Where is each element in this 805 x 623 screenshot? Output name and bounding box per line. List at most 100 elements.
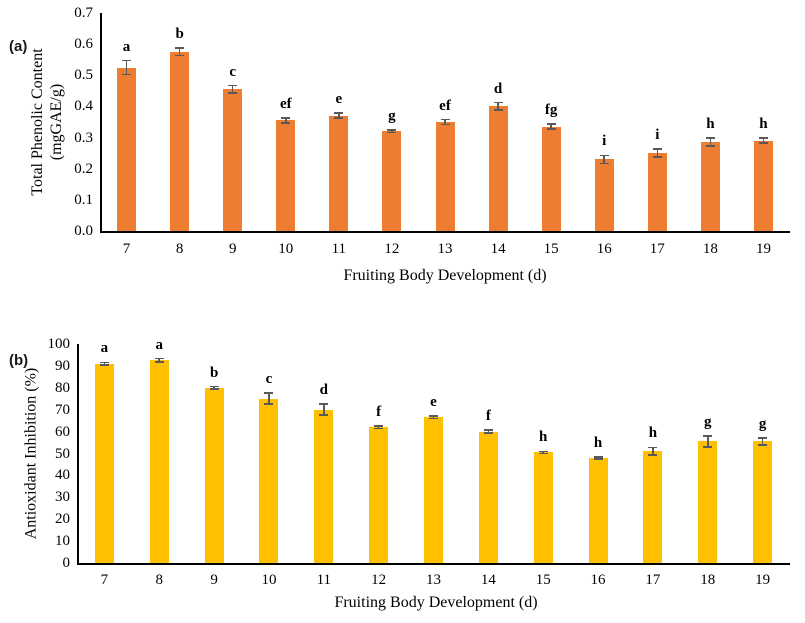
significance-letter-day-12: g bbox=[388, 108, 396, 125]
bar-day-19 bbox=[753, 140, 773, 231]
error-bar-cap-bottom bbox=[593, 458, 603, 460]
y-tick-label: 30 bbox=[55, 489, 70, 506]
x-tick-label-day-11: 11 bbox=[316, 572, 332, 588]
significance-letter-day-19: g bbox=[758, 416, 767, 433]
error-bar-cap-top bbox=[599, 154, 609, 157]
error-bar-cap-top bbox=[154, 357, 164, 360]
error-bar-cap-top bbox=[175, 47, 185, 49]
error-bar-line bbox=[231, 85, 234, 94]
significance-letter-day-15: fg bbox=[544, 102, 558, 119]
x-tick-label-day-9: 9 bbox=[228, 241, 237, 257]
significance-letter-day-17: i bbox=[655, 127, 660, 144]
panel-b-y-axis bbox=[77, 344, 79, 565]
y-tick-label: 70 bbox=[55, 401, 70, 418]
error-bar-line bbox=[432, 416, 435, 419]
error-bar-line bbox=[284, 117, 287, 123]
x-tick-label-day-10: 10 bbox=[278, 241, 294, 257]
bar-day-16 bbox=[594, 159, 614, 231]
significance-letter-day-14: d bbox=[493, 80, 503, 97]
error-bar-cap-bottom bbox=[281, 122, 291, 124]
significance-letter-day-10: ef bbox=[279, 95, 292, 112]
error-bar-cap-top bbox=[758, 437, 768, 439]
x-tick-label-day-15: 15 bbox=[543, 241, 559, 257]
error-bar-line bbox=[391, 130, 393, 133]
x-tick-label-day-7: 7 bbox=[100, 572, 109, 588]
error-bar-cap-bottom bbox=[122, 73, 132, 76]
x-tick-label-day-10: 10 bbox=[261, 572, 277, 588]
error-bar-cap-top bbox=[648, 446, 658, 449]
y-tick-label: 0.0 bbox=[74, 223, 93, 239]
x-tick-label-day-12: 12 bbox=[384, 241, 400, 257]
x-tick-label-day-18: 18 bbox=[702, 241, 718, 257]
significance-letter-day-14: f bbox=[485, 408, 491, 425]
x-tick-label-day-16: 16 bbox=[590, 572, 606, 588]
error-bar-line bbox=[761, 438, 764, 445]
error-bar-cap-bottom bbox=[387, 131, 397, 134]
error-bar-line bbox=[323, 404, 325, 416]
bar-day-18 bbox=[700, 142, 720, 231]
x-tick-label-day-19: 19 bbox=[755, 241, 771, 257]
bar-day-19 bbox=[753, 441, 773, 563]
error-bar-cap-bottom bbox=[429, 417, 438, 420]
x-tick-label-day-17: 17 bbox=[649, 241, 665, 257]
error-bar-cap-bottom bbox=[493, 109, 503, 111]
error-bar-cap-bottom bbox=[758, 142, 768, 144]
error-bar-line bbox=[158, 358, 161, 363]
panel-b-x-axis bbox=[77, 563, 790, 565]
bar-day-13 bbox=[424, 417, 443, 563]
bar-day-7 bbox=[117, 67, 137, 231]
error-bar-cap-bottom bbox=[758, 443, 768, 446]
error-bar-line bbox=[497, 102, 499, 111]
error-bar-cap-top bbox=[319, 403, 329, 406]
panel-b-label: (b) bbox=[9, 352, 29, 369]
bar-day-13 bbox=[435, 122, 455, 231]
error-bar-cap-top bbox=[705, 137, 715, 139]
x-tick-label-day-15: 15 bbox=[535, 572, 551, 588]
y-tick-label: 90 bbox=[55, 357, 70, 374]
bar-day-18 bbox=[698, 441, 718, 563]
x-tick-label-day-13: 13 bbox=[437, 241, 453, 257]
y-tick-label: 0.1 bbox=[74, 191, 93, 208]
error-bar-cap-bottom bbox=[538, 452, 548, 455]
significance-letter-day-15: h bbox=[539, 429, 548, 446]
error-bar-cap-bottom bbox=[228, 92, 238, 94]
bar-day-9 bbox=[223, 89, 243, 231]
error-bar-cap-bottom bbox=[175, 54, 185, 57]
x-tick-label-day-14: 14 bbox=[490, 241, 506, 257]
bar-day-16 bbox=[588, 457, 608, 563]
error-bar-cap-top bbox=[387, 129, 397, 131]
error-bar-cap-top bbox=[440, 118, 450, 121]
x-tick-label-day-8: 8 bbox=[175, 241, 184, 257]
x-tick-label-day-13: 13 bbox=[426, 572, 441, 588]
x-tick-label-day-14: 14 bbox=[480, 572, 496, 588]
significance-letter-day-9: c bbox=[229, 63, 237, 80]
significance-letter-day-19: h bbox=[759, 116, 768, 133]
error-bar-cap-bottom bbox=[705, 145, 715, 148]
error-bar-cap-top bbox=[122, 59, 132, 62]
error-bar-cap-bottom bbox=[99, 364, 109, 366]
error-bar-cap-bottom bbox=[440, 123, 450, 126]
bar-day-14 bbox=[488, 106, 508, 231]
significance-letter-day-12: f bbox=[376, 403, 382, 420]
error-bar-line bbox=[706, 435, 709, 447]
y-tick-label: 40 bbox=[55, 467, 70, 484]
error-bar-cap-top bbox=[703, 435, 713, 437]
error-bar-cap-top bbox=[429, 415, 438, 417]
x-tick-label-day-17: 17 bbox=[645, 572, 661, 588]
x-tick-label-day-16: 16 bbox=[596, 241, 612, 257]
error-bar-cap-top bbox=[228, 84, 238, 87]
y-tick-label: 0.4 bbox=[74, 98, 93, 115]
error-bar-line bbox=[377, 425, 380, 429]
x-tick-label-day-8: 8 bbox=[155, 572, 164, 588]
error-bar-line bbox=[178, 48, 181, 56]
bar-day-15 bbox=[541, 126, 561, 231]
error-bar-line bbox=[550, 124, 552, 130]
error-bar-cap-bottom bbox=[648, 454, 658, 457]
error-bar-line bbox=[444, 119, 446, 125]
error-bar-cap-top bbox=[493, 101, 503, 104]
significance-letter-day-11: d bbox=[319, 382, 328, 399]
bar-day-11 bbox=[314, 409, 334, 563]
y-tick-label: 0.6 bbox=[74, 36, 93, 53]
bar-day-12 bbox=[382, 131, 402, 231]
bar-day-11 bbox=[329, 115, 349, 231]
